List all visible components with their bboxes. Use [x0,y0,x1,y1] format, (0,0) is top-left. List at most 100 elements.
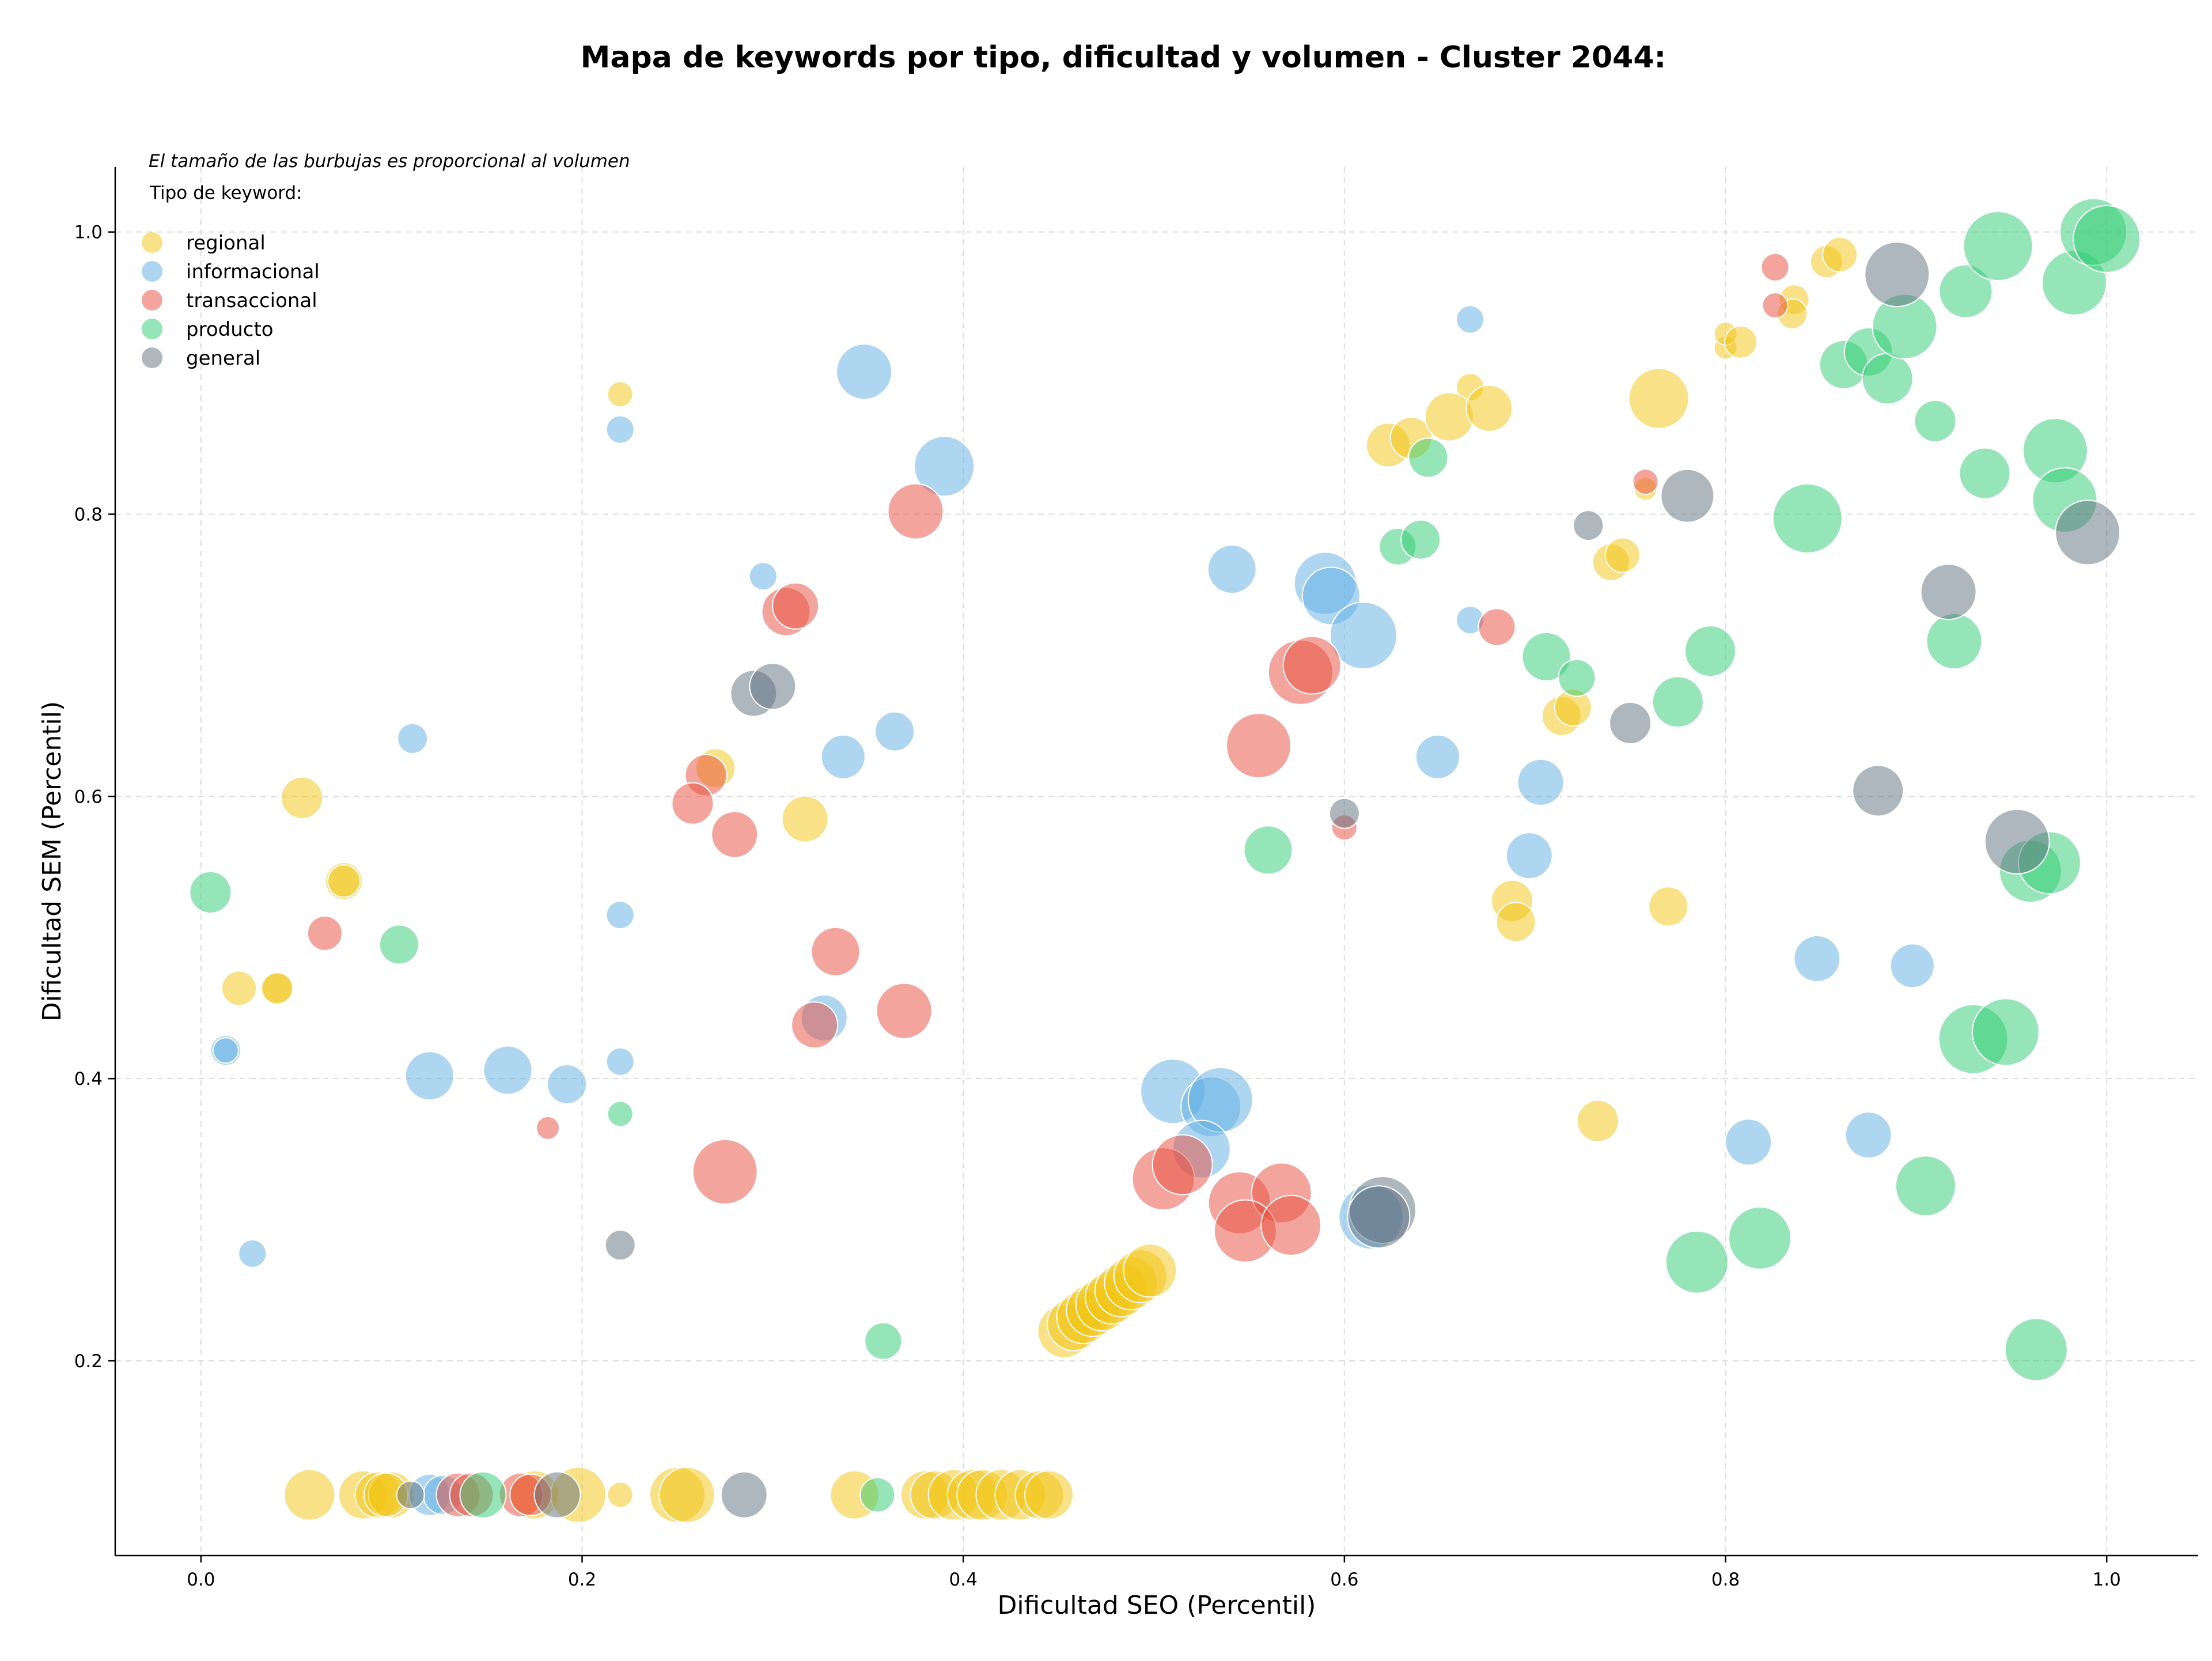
legend-label: transaccional [186,289,317,312]
bubble-regional [1628,368,1690,429]
bubble-producto [1558,659,1596,697]
bubble-informacional [212,1037,239,1064]
legend-label: regional [186,232,266,255]
bubble-producto [1521,631,1571,682]
grid [115,167,2198,1556]
bubble-regional [281,776,324,819]
bubble-informacional [1329,601,1397,670]
x-axis-label: Dificultad SEO (Percentil) [998,1591,1316,1620]
bubble-informacional [914,436,975,497]
bubble-transaccional [1260,1194,1322,1256]
bubble-informacional [605,901,635,930]
bubble-transaccional [1225,713,1291,779]
y-tick-label: 1.0 [74,222,103,243]
bubble-transaccional [692,1138,758,1205]
bubble-regional [1424,392,1474,442]
bubble-informacional [605,1047,635,1076]
bubble-producto [1243,825,1293,875]
bubble-regional [327,864,361,898]
bubble-regional [1648,886,1689,927]
bubble-transaccional [791,1001,839,1049]
bubble-producto [607,1100,634,1127]
bubble-transaccional [671,782,714,825]
bubble-producto [859,1477,896,1513]
bubble-general [396,1480,425,1509]
bubble-general [1984,808,2050,875]
bubble-informacional [1793,934,1841,982]
bubble-general [1920,563,1977,620]
legend-item-informacional: informacional [142,260,320,283]
legend-item-transaccional: transaccional [142,289,317,312]
bubble-regional [781,795,829,843]
bubble-general [1609,701,1652,744]
bubble-regional [1604,537,1641,573]
bubble-producto [1861,353,1914,405]
bubble-transaccional [1760,252,1790,282]
bubble-transaccional [1478,608,1516,646]
bubble-regional [283,1469,336,1521]
legend-item-producto: producto [142,318,274,341]
bubble-informacional [1725,1118,1772,1166]
bubble-general [1660,468,1715,523]
x-tick-label: 0.6 [1330,1569,1358,1590]
bubble-producto [189,871,232,914]
legend-item-general: general [142,347,260,370]
bubble-regional [1724,325,1758,359]
bubble-informacional [1505,832,1553,880]
bubble-general [720,1471,768,1519]
series-producto [189,198,2141,1519]
bubble-informacional [1889,943,1935,989]
bubble-transaccional [810,926,861,977]
y-tick-label: 0.2 [74,1351,103,1372]
x-tick-label: 0.8 [1711,1569,1740,1590]
bubble-informacional [820,734,866,780]
bubble-producto [1938,264,1993,319]
bubble-producto [1914,399,1957,442]
bubble-transaccional [1632,468,1659,495]
legend-title: Tipo de keyword: [149,183,302,203]
bubble-transaccional [1762,292,1789,319]
bubble-regional [607,381,634,408]
x-tick-label: 1.0 [2093,1569,2121,1590]
bubble-producto [1652,676,1704,728]
bubble-regional [658,1466,715,1523]
bubble-transaccional [711,811,759,858]
bubble-general [1852,765,1904,817]
legend-label: general [186,347,260,370]
bubble-general [604,1229,636,1261]
legend-marker [142,232,162,253]
legend-items: regional informacional transaccional produc… [142,232,320,370]
bubble-general [749,663,797,710]
bubble-producto [1728,1206,1792,1270]
bubble-transaccional [1282,635,1342,695]
bubble-transaccional [306,915,343,951]
legend-item-regional: regional [142,232,266,255]
bubble-regional [221,970,257,1007]
bubble-general [1573,510,1604,542]
bubble-regional [261,972,294,1005]
bubble-general [1864,241,1930,308]
chart-title: Mapa de keywords por tipo, dificultad y … [581,40,1666,75]
bubble-general [1347,1185,1411,1249]
legend: El tamaño de las burbujas es proporciona… [142,151,630,370]
x-tick-label: 0.0 [187,1569,215,1590]
bubble-informacional [605,415,635,444]
bubble-informacional [397,722,429,754]
bubble-size-note: El tamaño de las burbujas es proporciona… [149,151,630,172]
x-tick-label: 0.4 [949,1569,978,1590]
series-regional [221,236,1858,1523]
bubble-regional [1465,384,1513,432]
bubble-producto [2073,205,2141,273]
bubble-informacional [1517,758,1565,806]
bubble-producto [2004,1318,2068,1382]
bubble-producto [1684,625,1737,678]
bubble-informacional [1456,305,1485,334]
bubble-regional [607,1481,634,1508]
bubbles [189,198,2141,1523]
bubble-general [533,1471,581,1519]
bubble-regional [1576,1099,1619,1142]
legend-marker [142,290,162,311]
legend-marker [142,319,162,339]
y-axis-label: Dificultad SEM (Percentil) [37,701,67,1021]
